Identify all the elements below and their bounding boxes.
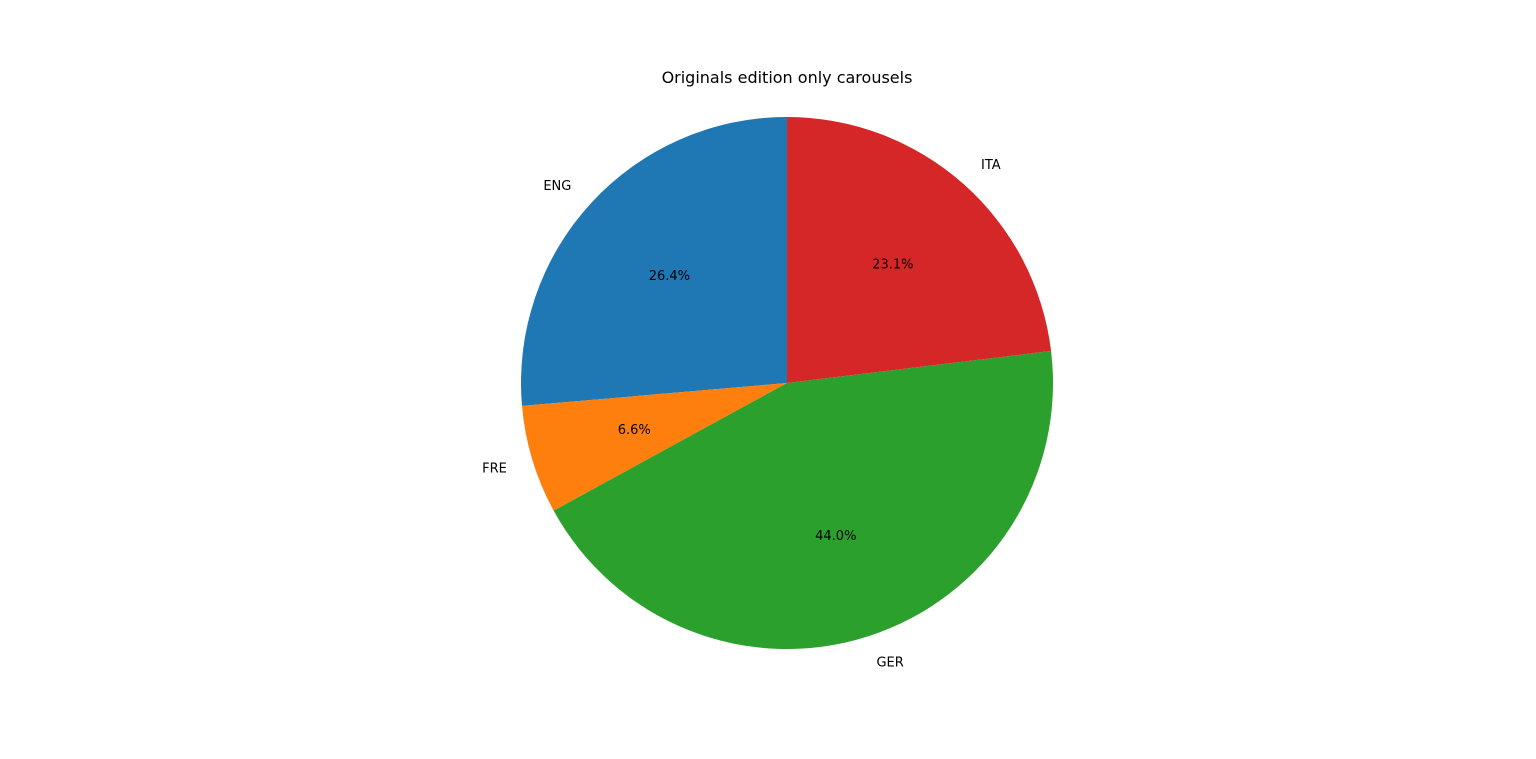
slice-percent-ger: 44.0%	[815, 529, 856, 544]
slice-label-eng: ENG	[543, 179, 571, 194]
slice-percent-ita: 23.1%	[872, 258, 913, 273]
pie-slice-ger	[553, 350, 1053, 649]
pie-slice-eng	[521, 117, 787, 406]
pie-slice-fre	[521, 383, 787, 511]
pie-slices	[521, 117, 1053, 649]
slice-label-ita: ITA	[981, 158, 1001, 173]
chart-title: Originals edition only carousels	[662, 68, 913, 87]
slice-label-fre: FRE	[482, 462, 507, 477]
pie-slice-ita	[787, 117, 1052, 383]
slice-percent-fre: 6.6%	[618, 423, 651, 438]
slice-percent-eng: 26.4%	[649, 269, 690, 284]
pie-labels: ENG 26.4% FRE 6.6% GER 44.0% ITA 23.1%	[482, 158, 1001, 671]
slice-label-ger: GER	[876, 656, 903, 671]
